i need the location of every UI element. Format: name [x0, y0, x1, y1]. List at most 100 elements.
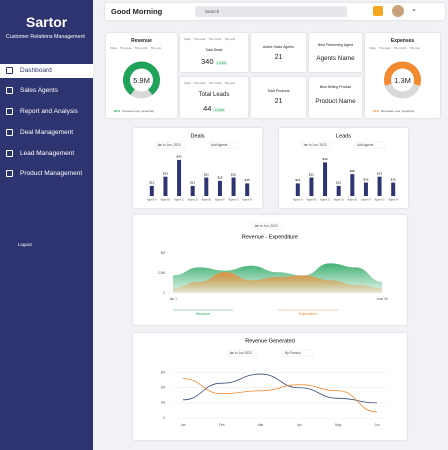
x-tick-label: Agent C — [320, 198, 330, 202]
tab[interactable]: This month — [393, 47, 407, 50]
revenue-value: 5.9M — [133, 76, 150, 85]
tab[interactable]: Today — [110, 47, 117, 50]
filter-box — [251, 222, 283, 230]
nav-item[interactable]: Deal Management — [0, 126, 93, 140]
filter[interactable]: Add Agents — [211, 143, 228, 147]
ring — [123, 61, 160, 99]
sidebar: Sartor Customer Relations Management Das… — [0, 0, 93, 450]
tab[interactable]: This year — [224, 82, 236, 85]
value-label: $22 — [204, 172, 209, 176]
x-tick-label: Jan — [180, 423, 185, 427]
stat-card: Today This week This month This year Total … — [180, 33, 248, 72]
tabs: Today This week This month This year — [184, 82, 238, 85]
stat-value: Product Name — [315, 98, 356, 105]
tab[interactable]: This week — [193, 38, 206, 41]
filter-box — [226, 349, 258, 357]
bar — [391, 182, 396, 196]
logout[interactable]: Logout — [18, 242, 32, 247]
expenses-value: 1.3M — [394, 76, 411, 85]
x-tick-label: Feb — [219, 423, 225, 427]
legend-label: Revenue — [196, 312, 210, 316]
tab[interactable]: Today — [184, 38, 191, 41]
tab[interactable]: Today — [369, 47, 376, 50]
nav-label: Deal Management — [20, 129, 74, 136]
tab[interactable]: This week — [378, 47, 391, 50]
filter[interactable]: Jan to Jun, 2023 — [303, 143, 327, 147]
ring — [384, 61, 421, 99]
footnote: 60% Decrease over yesterday — [373, 109, 414, 113]
value-label: $23 — [163, 171, 168, 175]
tab[interactable]: This month — [208, 38, 222, 41]
nav-item[interactable]: Dashboard — [0, 64, 93, 78]
stat-label: Total Deals — [205, 48, 223, 52]
bar — [295, 183, 300, 196]
bar — [190, 185, 195, 196]
x-tick-label: Agent H — [388, 198, 398, 202]
header: Good Morning Search ⌄ — [105, 3, 445, 20]
tab[interactable]: This month — [208, 82, 222, 85]
revenue-card: Revenue Today This week This month This yea… — [106, 33, 177, 118]
nav-item[interactable]: Sales Agents — [0, 84, 93, 98]
x-tick-label: Agent G — [374, 198, 384, 202]
filter[interactable]: By Product — [285, 351, 301, 355]
nav-item[interactable]: Report and Analysis — [0, 105, 93, 119]
area — [173, 272, 382, 293]
value-label: $22 — [309, 172, 314, 176]
stat-value-row: 340 + 2.3% — [180, 57, 248, 66]
tab[interactable]: This week — [119, 47, 132, 50]
x-tick-label: Agent A — [147, 198, 157, 202]
value-label: $40 — [323, 157, 328, 161]
tab[interactable]: This month — [134, 47, 148, 50]
filter[interactable]: Jan to Jun, 2023 — [254, 224, 278, 228]
y-tick-label: 3M — [161, 370, 166, 374]
stat-label: Active Sales Agents — [263, 45, 294, 49]
x-tick-label: Agent B — [160, 198, 170, 202]
avatar[interactable] — [392, 5, 404, 17]
deals-chart: Deals Jan to Jun, 2023 Add Agents $12 Agent … — [133, 128, 262, 208]
tab[interactable]: This year — [150, 47, 162, 50]
filter[interactable]: Jan to Jun 2023 — [229, 351, 252, 355]
nav-item[interactable]: Product Management — [0, 167, 93, 181]
x-tick-label: Agent E — [201, 198, 211, 202]
value-label: $16 — [363, 177, 368, 181]
bar — [231, 177, 236, 196]
stat-card: Total Products 21 — [251, 77, 306, 118]
tab[interactable]: This year — [224, 38, 236, 41]
stat-value: 21 — [274, 54, 283, 61]
nav-item[interactable]: Lead Management — [0, 147, 93, 161]
chart-title: Revenue Generated — [245, 338, 295, 344]
expenses-card: Expenses Today This week This month This ye… — [365, 33, 440, 118]
stat-value: 340 — [201, 57, 214, 66]
bar — [323, 162, 328, 196]
x-tick-label: Jan 1 — [169, 297, 177, 301]
x-tick-label: Agent E — [347, 198, 357, 202]
stat-value: Agents Name — [316, 55, 355, 62]
filter-box — [154, 141, 186, 149]
nav-label: Dashboard — [20, 67, 52, 74]
tab[interactable]: Today — [184, 82, 191, 85]
x-tick-label: Agent F — [215, 198, 225, 202]
filter-box — [300, 141, 332, 149]
x-tick-label: Apr — [297, 423, 303, 427]
filter[interactable]: Jan to Jun, 2023 — [157, 143, 181, 147]
x-tick-label: Agent D — [334, 198, 344, 202]
x-tick-label: Agent B — [306, 198, 316, 202]
value-label: $22 — [231, 172, 236, 176]
dropdown-icon[interactable]: ⌄ — [411, 6, 417, 13]
value-label: $23 — [377, 171, 382, 175]
filter[interactable]: Add Agents — [357, 143, 374, 147]
stat-card: Best Performing Agent Agents Name — [309, 33, 362, 72]
notification-icon[interactable] — [373, 6, 383, 16]
stat-label: Total Products — [267, 89, 290, 93]
bar — [363, 182, 368, 196]
y-tick-label: 2.5M — [158, 271, 165, 275]
revenue-generated-chart: Revenue Generated Jan to Jun 2023 By Produ… — [133, 333, 407, 440]
tab[interactable]: This year — [409, 47, 421, 50]
search-box[interactable]: Search — [195, 6, 347, 17]
x-tick-label: Agent D — [188, 198, 198, 202]
note: Increase over yesterday — [122, 109, 155, 113]
tab[interactable]: This week — [193, 82, 206, 85]
line — [182, 373, 378, 404]
stat-value-row: 44 + 2.3% — [180, 104, 248, 113]
y-tick-label: 0 — [163, 291, 165, 295]
